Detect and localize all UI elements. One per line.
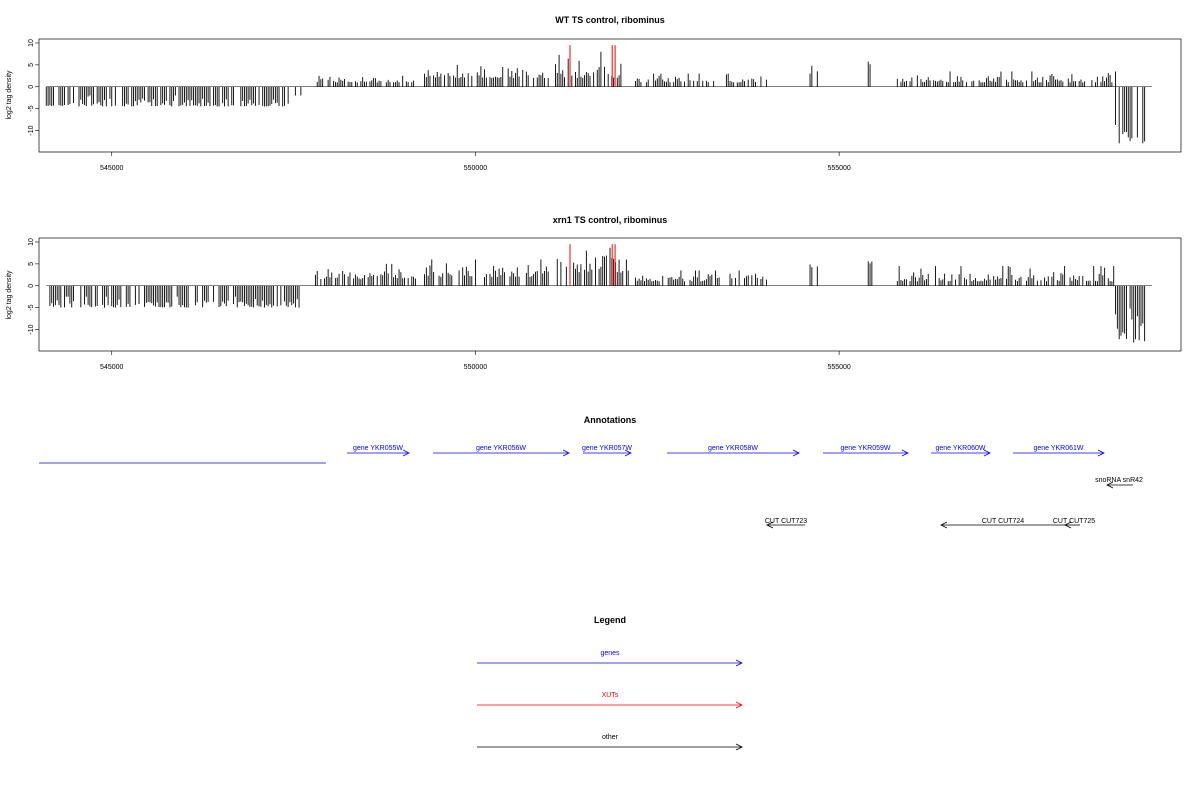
annotations-panel: Annotations gene YKR055W gene YKR056W gene…: [39, 415, 1143, 529]
arrow-head: [735, 659, 743, 667]
arrow-head: [735, 743, 743, 751]
x-tick-label: 555000: [827, 165, 850, 172]
arrow-head: [766, 521, 774, 529]
arrow-head: [624, 449, 632, 457]
y-axis-label: log2 tag density: [6, 270, 13, 320]
gene-label: gene YKR059W: [840, 445, 890, 452]
panel-title: xrn1 TS control, ribominus: [553, 215, 668, 225]
y-tick-label: 0: [28, 284, 35, 288]
y-tick-label: 10: [28, 238, 35, 246]
arrow-head: [735, 701, 743, 709]
arrow-head: [983, 449, 991, 457]
y-tick-label: -5: [28, 304, 35, 310]
y-tick-label: 5: [28, 63, 35, 67]
arrow-head: [1064, 521, 1072, 529]
gene-arrows: gene YKR055W gene YKR056W gene YKR057W gene…: [347, 445, 1105, 457]
arrow-head: [792, 449, 800, 457]
panel-wt: WT TS control, ribominus log2 tag densit…: [6, 15, 1182, 172]
plot-frame: [38, 237, 1182, 352]
x-tick-label: 545000: [100, 165, 123, 172]
gene-label: gene YKR056W: [476, 445, 526, 452]
other-label: CUT CUT725: [1053, 518, 1095, 525]
annotations-title: Annotations: [584, 415, 637, 425]
arrow-head: [940, 521, 948, 529]
arrow-head: [1097, 449, 1105, 457]
y-tick-label: -10: [28, 125, 35, 135]
y-tick-label: -10: [28, 324, 35, 334]
arrow-head: [402, 449, 410, 457]
other-label: snoRNA snR42: [1095, 477, 1143, 484]
legend: Legend genes XUTs other: [477, 615, 743, 751]
other-label: CUT CUT723: [765, 518, 807, 525]
other-arrows: snoRNA snR42 CUT CUT723 CUT CUT724 CUT CUT7…: [765, 477, 1143, 529]
gene-label: gene YKR055W: [353, 445, 403, 452]
plot-area: 10 5 0 -5 -10 545000 550000 555000: [28, 238, 1152, 371]
y-axis-label: log2 tag density: [6, 70, 13, 120]
y-tick-label: -5: [28, 105, 35, 111]
x-tick-label: 550000: [464, 165, 487, 172]
gene-label: gene YKR057W: [582, 445, 632, 452]
arrow-head: [562, 449, 570, 457]
panel-title: WT TS control, ribominus: [555, 15, 665, 25]
x-tick-label: 545000: [100, 364, 123, 371]
legend-label: genes: [600, 650, 620, 657]
legend-label: XUTs: [602, 692, 619, 699]
x-tick-label: 555000: [827, 364, 850, 371]
other-label: CUT CUT724: [982, 518, 1024, 525]
gene-label: gene YKR058W: [708, 445, 758, 452]
arrow-head: [901, 449, 909, 457]
y-tick-label: 0: [28, 85, 35, 89]
panel-xrn1: xrn1 TS control, ribominus log2 tag dens…: [6, 215, 1182, 371]
plot-area: 10 5 0 -5 -10 545000 550000 555000: [28, 39, 1152, 172]
gene-label: gene YKR060W: [935, 445, 985, 452]
legend-items: genes XUTs other: [477, 650, 743, 751]
gene-label: gene YKR061W: [1033, 445, 1083, 452]
arrow-head: [1106, 481, 1114, 489]
plot-frame: [38, 38, 1182, 153]
legend-label: other: [602, 734, 619, 741]
y-tick-label: 5: [28, 262, 35, 266]
legend-title: Legend: [594, 615, 626, 625]
x-tick-label: 550000: [464, 364, 487, 371]
y-tick-label: 10: [28, 39, 35, 47]
